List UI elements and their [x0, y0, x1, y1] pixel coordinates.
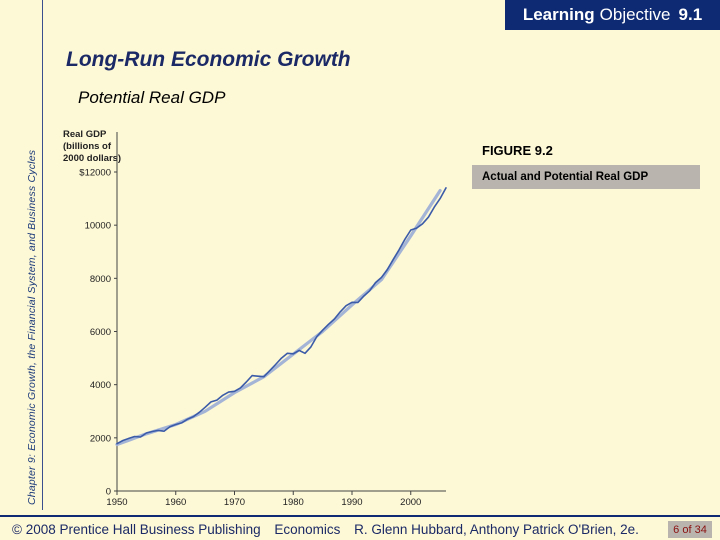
learning-objective-badge: Learning Objective 9.1: [505, 0, 720, 30]
potential-gdp-line: [115, 189, 442, 447]
chart-series: [115, 187, 447, 447]
y-axis-label: Real GDP (billions of 2000 dollars): [63, 129, 121, 164]
footer-divider: [0, 515, 720, 517]
y-tick-label: 10000: [85, 221, 111, 232]
footer: © 2008 Prentice Hall Business Publishing…: [12, 522, 639, 537]
y-axis-label-line-1: Real GDP: [63, 129, 107, 140]
copyright-text: © 2008 Prentice Hall Business Publishing: [12, 522, 261, 537]
chart-axes: 0 2000 4000 6000 8000 10000 $12000 1950 1960 1970…: [79, 132, 446, 508]
gdp-line-chart: Real GDP (billions of 2000 dollars) 0 200…: [63, 129, 447, 508]
y-tick-label: $12000: [79, 168, 111, 179]
figure-caption: Actual and Potential Real GDP: [472, 165, 700, 189]
y-axis-label-line-2: (billions of: [63, 141, 112, 152]
authors-text: R. Glenn Hubbard, Anthony Patrick O'Brie…: [354, 522, 639, 537]
figure-label: FIGURE 9.2: [482, 143, 553, 158]
y-axis-label-line-3: 2000 dollars): [63, 153, 121, 164]
slide-title: Long-Run Economic Growth: [66, 48, 351, 71]
badge-objective-text: Objective: [599, 5, 671, 24]
y-tick-label: 4000: [90, 380, 111, 391]
y-tick-label: 6000: [90, 327, 111, 338]
y-tick-label: 8000: [90, 274, 111, 285]
x-tick-label: 1990: [341, 497, 362, 508]
book-title: Economics: [274, 522, 341, 537]
y-tick-label: 2000: [90, 433, 111, 444]
page-number: 6 of 34: [668, 521, 712, 538]
badge-number: 9.1: [678, 5, 703, 24]
x-tick-label: 1950: [106, 497, 127, 508]
x-tick-label: 1960: [165, 497, 186, 508]
actual-gdp-line: [116, 187, 447, 445]
sidebar-divider: [42, 0, 43, 510]
x-tick-label: 1980: [283, 497, 304, 508]
y-tick-label: 0: [106, 487, 111, 498]
x-tick-label: 1970: [224, 497, 245, 508]
badge-learning-text: Learning: [522, 5, 595, 24]
slide-subtitle: Potential Real GDP: [78, 88, 226, 107]
x-tick-label: 2000: [400, 497, 421, 508]
